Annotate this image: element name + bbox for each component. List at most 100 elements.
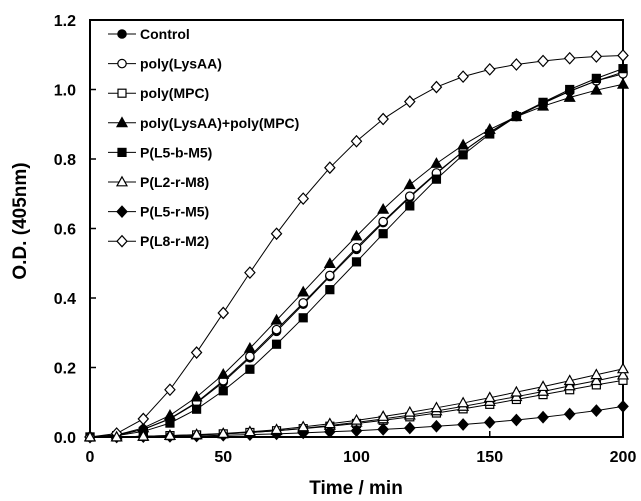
data-point [377, 112, 389, 126]
data-point [324, 425, 336, 439]
legend-label: P(L2-r-M8) [140, 174, 209, 190]
x-axis-title: Time / min [309, 478, 403, 499]
data-point [243, 425, 256, 437]
data-point [271, 339, 282, 349]
data-point [510, 413, 523, 427]
data-point [510, 385, 523, 397]
data-point [137, 412, 150, 426]
x-tick-label: 150 [476, 449, 503, 466]
data-point [165, 418, 175, 428]
data-point [563, 91, 576, 102]
legend-item: poly(LysAA)+poly(MPC) [108, 115, 299, 131]
data-point [430, 419, 443, 433]
data-point [618, 64, 628, 74]
legend-label: poly(LysAA) [140, 56, 222, 72]
data-point [217, 427, 230, 438]
x-tick-label: 50 [214, 449, 232, 466]
data-point [324, 161, 336, 175]
data-point [405, 201, 415, 211]
legend-item: P(L5-b-M5) [108, 144, 212, 160]
data-point [83, 430, 97, 442]
legend-item: poly(MPC) [108, 85, 209, 101]
data-point [378, 216, 388, 227]
data-point [297, 420, 310, 432]
data-point [270, 313, 283, 325]
data-point [137, 429, 150, 441]
data-point [617, 49, 629, 62]
data-point [350, 229, 363, 241]
data-point [430, 80, 443, 94]
plot-border [89, 19, 624, 438]
data-point [563, 379, 576, 391]
series-8 [83, 362, 630, 442]
plot-frame [89, 19, 624, 438]
data-point [217, 306, 230, 320]
y-tick-label: 0.4 [54, 291, 76, 308]
data-point [616, 362, 630, 374]
data-point [563, 51, 576, 65]
legend-marker [117, 29, 127, 39]
data-point [403, 421, 416, 435]
data-point [616, 368, 630, 380]
data-point [297, 285, 310, 297]
y-tick-label: 0.2 [54, 361, 76, 378]
data-point [378, 229, 388, 239]
data-point [243, 341, 256, 353]
legend-label: poly(LysAA)+poly(MPC) [140, 115, 299, 131]
data-point [164, 383, 176, 397]
data-point [325, 270, 335, 281]
data-point [537, 54, 549, 68]
data-point [323, 257, 336, 268]
data-point [351, 257, 362, 267]
data-point [430, 157, 443, 168]
data-point [350, 134, 363, 148]
y-axis-title: O.D. (405nm) [10, 162, 31, 279]
legend-item: Control [108, 26, 190, 42]
data-point [190, 428, 203, 439]
data-point [403, 95, 416, 109]
legend-marker [116, 234, 128, 248]
legend-marker [115, 175, 129, 187]
data-point [163, 429, 176, 441]
data-point [483, 416, 496, 429]
data-point [617, 400, 629, 413]
data-point [590, 374, 603, 386]
data-point [563, 407, 576, 421]
data-point [350, 424, 363, 438]
legend-marker [117, 58, 127, 69]
data-point [457, 418, 469, 431]
data-point [270, 423, 283, 435]
legend-item: P(L5-r-M5) [108, 204, 209, 220]
data-point [350, 413, 363, 425]
legend-marker [115, 116, 129, 128]
data-point [457, 70, 469, 84]
y-tick-label: 0.0 [54, 430, 76, 447]
data-point [190, 390, 203, 402]
legend-item: P(L2-r-M8) [108, 174, 209, 190]
data-point [325, 285, 335, 295]
data-point [510, 58, 523, 71]
data-point [377, 410, 390, 421]
legend-label: P(L5-r-M5) [140, 204, 209, 220]
legend-marker [117, 147, 127, 157]
legend-item: poly(LysAA) [108, 56, 222, 72]
data-point [457, 138, 470, 150]
data-point [537, 380, 550, 392]
series-layer [83, 49, 630, 444]
data-point [591, 73, 601, 83]
data-point [457, 396, 470, 408]
data-point [404, 191, 415, 201]
legend-item: P(L8-r-M2) [108, 233, 209, 249]
data-point [511, 112, 522, 122]
data-point [298, 313, 308, 323]
legend-label: P(L8-r-M2) [140, 233, 209, 249]
data-point [192, 404, 202, 414]
legend-marker [117, 88, 127, 98]
data-point [616, 77, 630, 89]
data-point [271, 324, 282, 335]
legend-label: P(L5-b-M5) [140, 144, 212, 160]
data-point [245, 364, 255, 374]
data-point [190, 346, 203, 359]
data-point [270, 227, 283, 241]
